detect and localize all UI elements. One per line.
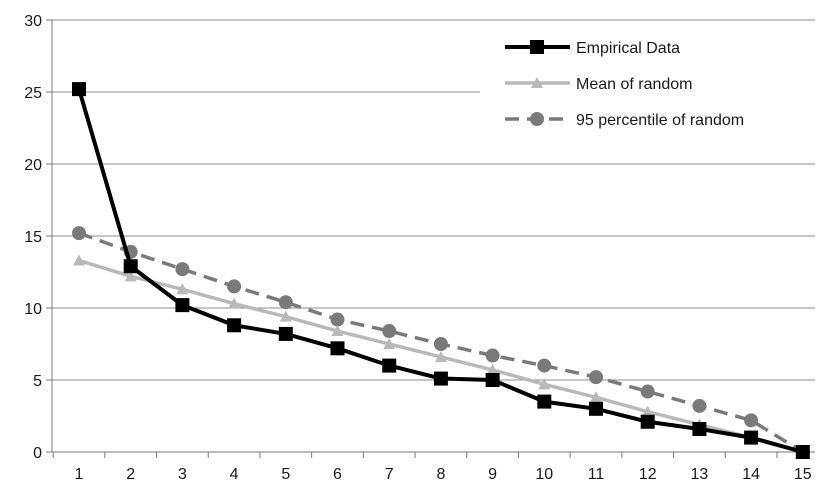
y-tick-label: 10 bbox=[24, 301, 42, 318]
data-point bbox=[486, 363, 499, 375]
legend-label: 95 percentile of random bbox=[576, 112, 744, 129]
data-point bbox=[433, 371, 448, 386]
data-point bbox=[123, 259, 138, 274]
data-point bbox=[538, 378, 551, 390]
data-point bbox=[433, 337, 448, 351]
data-point bbox=[279, 310, 292, 322]
legend-swatch-marker bbox=[530, 112, 544, 126]
legend-item: Empirical Data bbox=[505, 40, 680, 57]
legend-swatch-marker bbox=[530, 40, 544, 54]
data-point bbox=[330, 312, 345, 327]
legend-label: Empirical Data bbox=[576, 40, 680, 57]
x-tick-label: 4 bbox=[230, 466, 239, 483]
y-tick-label: 15 bbox=[24, 229, 42, 246]
legend-item: 95 percentile of random bbox=[505, 112, 744, 129]
y-tick-labels: 0 5 10 15 20 25 30 bbox=[24, 13, 42, 462]
x-tick-label: 9 bbox=[488, 466, 497, 483]
x-tick-label: 14 bbox=[742, 466, 760, 483]
x-tick-label: 2 bbox=[126, 466, 135, 483]
data-point bbox=[744, 413, 759, 428]
data-point bbox=[744, 430, 759, 445]
data-point bbox=[641, 405, 654, 417]
data-point bbox=[73, 254, 85, 266]
data-point bbox=[72, 226, 86, 241]
data-point bbox=[537, 358, 552, 373]
data-point bbox=[175, 298, 190, 313]
x-tick-label: 8 bbox=[436, 466, 445, 483]
y-tick-label: 20 bbox=[24, 157, 42, 174]
data-point bbox=[434, 350, 447, 362]
x-tick-label: 7 bbox=[385, 466, 394, 483]
x-tick-label: 12 bbox=[639, 466, 657, 483]
y-tick-label: 5 bbox=[33, 373, 42, 390]
data-point bbox=[124, 270, 137, 282]
x-tick-label: 11 bbox=[588, 466, 605, 483]
data-point bbox=[590, 391, 602, 403]
data-point bbox=[640, 384, 655, 399]
data-point bbox=[227, 318, 242, 333]
data-point bbox=[331, 325, 344, 337]
y-tick-label: 30 bbox=[24, 13, 42, 30]
data-point bbox=[640, 414, 655, 429]
x-tick-label: 3 bbox=[178, 466, 187, 483]
axes bbox=[46, 19, 815, 458]
legend: Empirical Data Mean of random 95 percentil… bbox=[480, 27, 815, 139]
data-point bbox=[176, 283, 189, 295]
legend-item: Mean of random bbox=[505, 76, 693, 93]
legend-label: Mean of random bbox=[576, 76, 693, 93]
data-point bbox=[72, 82, 86, 97]
data-point bbox=[175, 262, 190, 277]
y-tick-label: 25 bbox=[24, 85, 42, 102]
x-tick-label: 13 bbox=[691, 466, 709, 483]
x-tick-label: 6 bbox=[333, 466, 342, 483]
data-point bbox=[227, 279, 242, 294]
series-empirical-data bbox=[72, 82, 810, 459]
series-layer bbox=[72, 82, 810, 459]
data-point bbox=[485, 373, 500, 387]
data-point bbox=[589, 401, 603, 416]
data-point bbox=[382, 358, 397, 373]
data-point bbox=[692, 398, 707, 413]
legend-swatch-marker bbox=[531, 77, 543, 88]
x-tick-label: 10 bbox=[535, 466, 553, 483]
data-point bbox=[795, 445, 810, 459]
data-point bbox=[382, 324, 397, 339]
x-tick-label: 5 bbox=[281, 466, 290, 483]
data-point bbox=[278, 295, 293, 310]
x-tick-labels: 1 2 3 4 5 6 7 8 9 10 11 12 13 14 15 bbox=[75, 466, 812, 483]
data-point bbox=[692, 421, 707, 436]
y-tick-label: 0 bbox=[33, 445, 42, 462]
data-point bbox=[485, 348, 500, 363]
data-point bbox=[228, 297, 241, 309]
x-tick-label: 1 bbox=[75, 466, 84, 483]
data-point bbox=[330, 341, 345, 356]
data-point bbox=[537, 394, 552, 409]
x-tick-label: 15 bbox=[794, 466, 812, 483]
data-point bbox=[278, 326, 293, 341]
data-point bbox=[383, 338, 396, 349]
data-point bbox=[589, 370, 603, 385]
